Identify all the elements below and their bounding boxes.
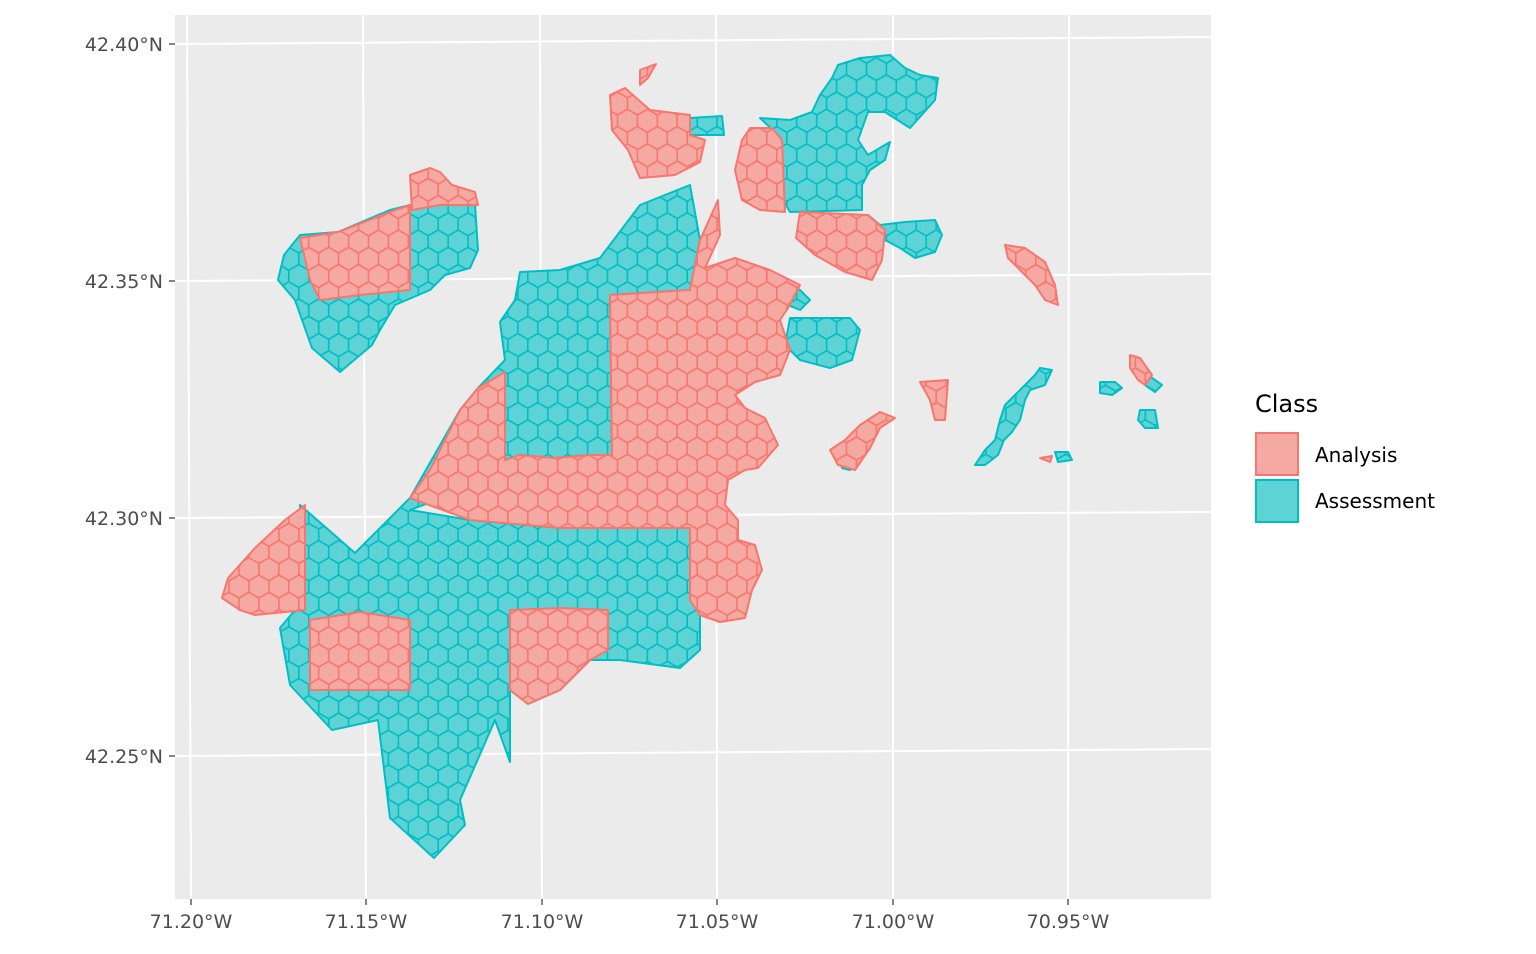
graticule-lat-42.25 — [175, 748, 1211, 757]
y-tick-label: 42.25°N — [85, 746, 163, 768]
legend-title: Class — [1255, 390, 1318, 418]
x-tick-label: 71.05°W — [676, 911, 759, 933]
legend-key-analysis — [1255, 432, 1299, 476]
y-tick-label: 42.35°N — [85, 271, 163, 293]
graticule-lon-71.20 — [186, 15, 192, 899]
y-tick-label: 42.40°N — [85, 34, 163, 56]
x-tick-label: 71.20°W — [150, 911, 233, 933]
legend-key-assessment — [1255, 479, 1299, 523]
graticule-lon-71.15 — [362, 15, 367, 899]
analysis-region — [309, 611, 411, 691]
analysis-region — [299, 204, 411, 301]
x-tick-label: 71.15°W — [325, 911, 408, 933]
analysis-region — [609, 87, 706, 179]
analysis-region — [734, 127, 786, 213]
analysis-region — [1039, 455, 1053, 463]
legend-label-assessment: Assessment — [1315, 489, 1435, 513]
analysis-region — [795, 211, 886, 281]
x-tick-label: 71.10°W — [501, 911, 584, 933]
x-tick-label: 71.00°W — [852, 911, 935, 933]
analysis-region — [919, 379, 949, 421]
x-axis: 71.20°W 71.15°W 71.10°W 71.05°W 71.00°W … — [150, 899, 1110, 933]
graticule-lat-42.40 — [175, 36, 1211, 45]
x-tick-label: 70.95°W — [1027, 911, 1110, 933]
legend: Class Analysis Assessment — [1255, 390, 1435, 523]
y-tick-label: 42.30°N — [85, 508, 163, 530]
y-axis: 42.40°N 42.35°N 42.30°N 42.25°N — [85, 34, 175, 768]
legend-label-analysis: Analysis — [1315, 443, 1397, 467]
